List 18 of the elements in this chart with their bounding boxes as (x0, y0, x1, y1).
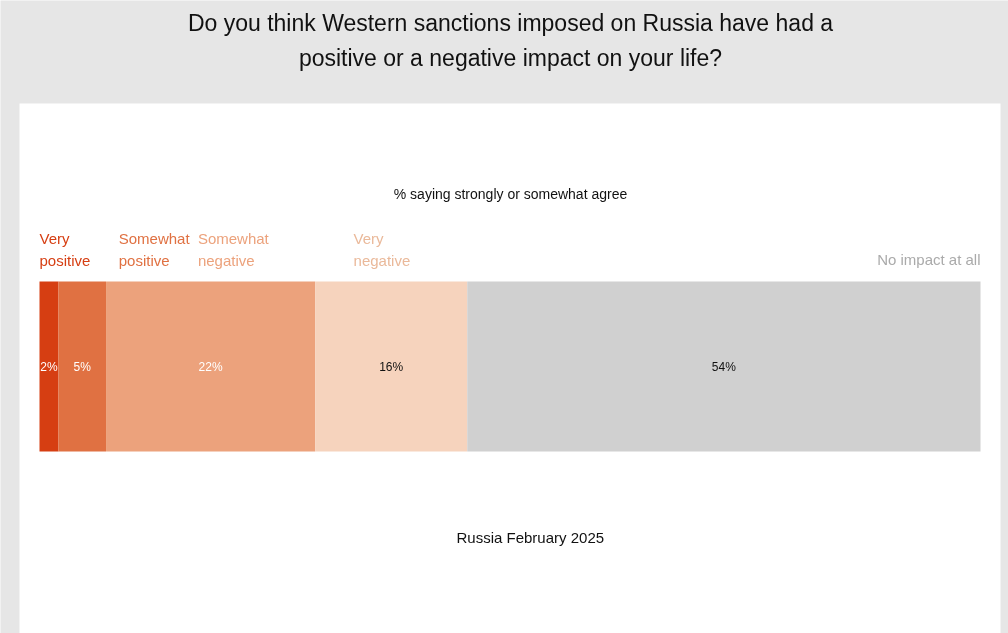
series-label: Somewhat negative (197, 229, 270, 270)
series-label: Very positive (39, 229, 91, 270)
bar (467, 281, 981, 452)
data-label: 2% (40, 359, 59, 374)
bar (315, 281, 468, 452)
bar (58, 281, 107, 452)
data-label: 54% (711, 359, 737, 374)
text: Russia February 2025 (456, 529, 605, 546)
series-label: Somewhat positive (118, 229, 191, 270)
series-label: No impact at all (877, 251, 981, 268)
data-label: 5% (73, 359, 92, 374)
chart-title: Do you think Western sanctions imposed on Russia have had a positive or a negative impact on your life? (187, 9, 834, 72)
chart-subtitle: % saying strongly or somewhat agree (393, 185, 628, 202)
data-label: 16% (379, 359, 404, 374)
data-label: 22% (198, 359, 223, 374)
bar (106, 281, 316, 452)
series-label: Very negative (353, 229, 411, 270)
bar (39, 281, 59, 452)
